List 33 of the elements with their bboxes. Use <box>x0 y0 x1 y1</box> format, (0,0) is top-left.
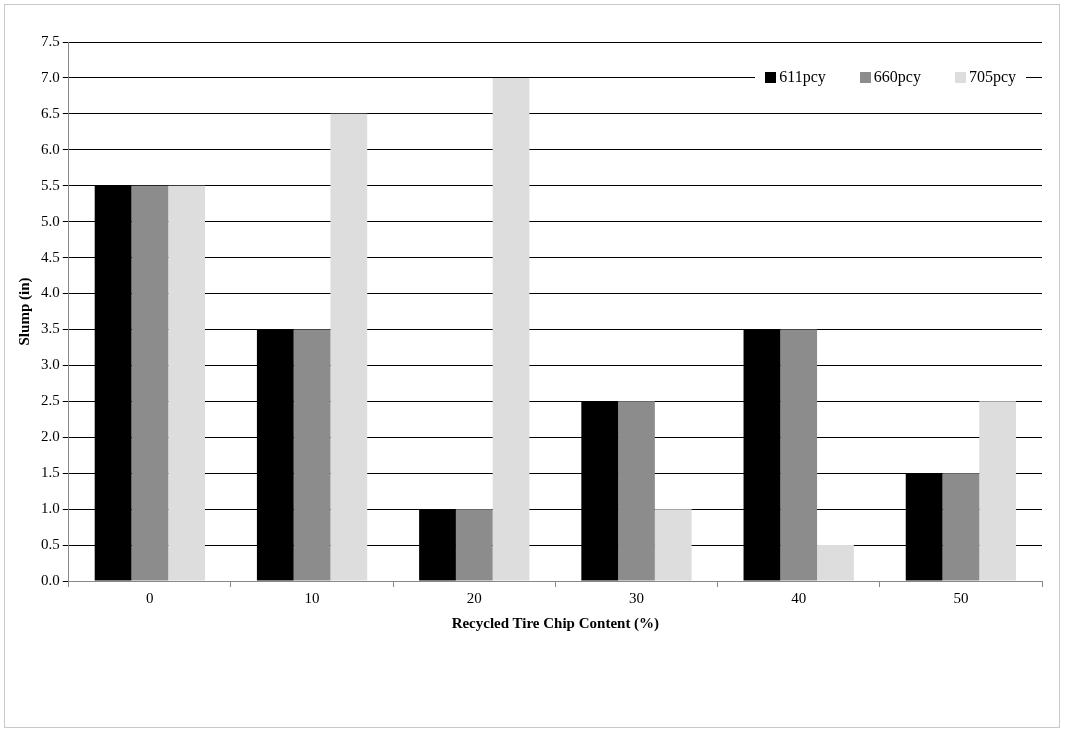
legend-label: 705pcy <box>968 68 1016 86</box>
y-tick-label: 2.0 <box>41 428 60 445</box>
bar <box>330 113 368 581</box>
y-tick-label: 1.5 <box>41 464 60 481</box>
y-tick-label: 3.0 <box>41 356 60 373</box>
x-tick-label: 30 <box>628 589 644 606</box>
y-tick-label: 3.5 <box>41 320 60 337</box>
y-axis-title: Slump (in) <box>15 277 33 346</box>
x-axis-title: Recycled Tire Chip Content (%) <box>451 614 660 632</box>
x-tick-label: 40 <box>791 589 807 606</box>
x-tick-label: 10 <box>304 589 320 606</box>
y-tick-label: 7.5 <box>41 32 60 49</box>
x-tick-label: 20 <box>466 589 482 606</box>
bar <box>492 77 530 581</box>
y-tick-label: 6.5 <box>41 104 60 121</box>
y-tick-label: 7.0 <box>41 68 60 85</box>
y-tick-label: 1.0 <box>41 500 60 517</box>
y-tick-label: 5.0 <box>41 212 60 229</box>
y-tick-label: 4.0 <box>41 284 60 301</box>
y-tick-label: 5.5 <box>41 176 60 193</box>
y-tick-label: 4.5 <box>41 248 60 265</box>
bar <box>817 545 854 581</box>
y-tick-label: 0.5 <box>41 536 60 552</box>
x-tick-label: 0 <box>146 589 154 606</box>
y-tick-label: 6.0 <box>41 140 60 157</box>
bar <box>654 509 692 581</box>
x-tick-label: 50 <box>953 589 969 606</box>
y-tick-label: 2.5 <box>41 392 60 409</box>
legend-label: 611pcy <box>779 68 826 86</box>
bar <box>979 401 1017 581</box>
legend-label: 660pcy <box>873 68 921 86</box>
y-tick-label: 0.0 <box>41 571 60 588</box>
bar <box>168 185 206 581</box>
